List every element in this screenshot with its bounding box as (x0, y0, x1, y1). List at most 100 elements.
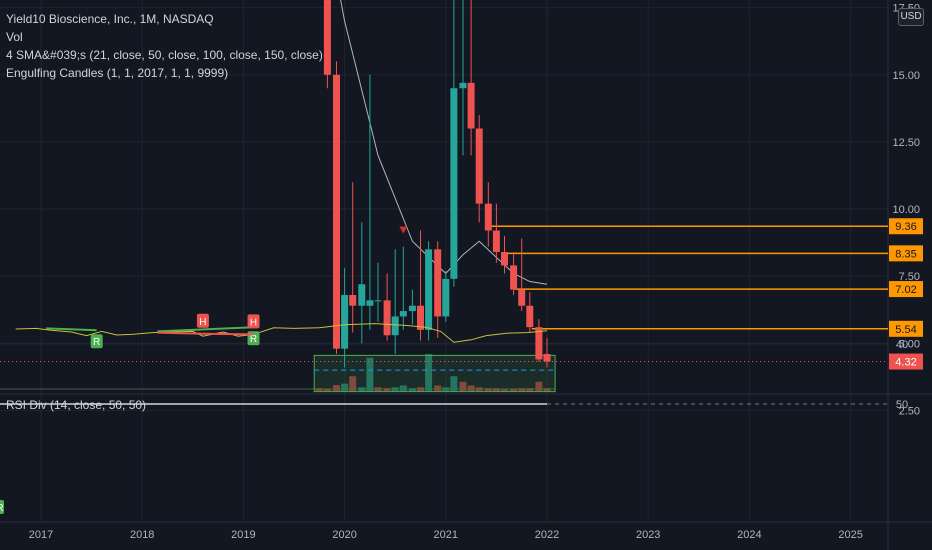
volume-bar (526, 388, 534, 391)
candle (459, 0, 467, 156)
candle (500, 235, 508, 274)
volume-bar (323, 388, 331, 391)
candle (535, 319, 543, 363)
candle-body (510, 265, 518, 290)
candle-body (374, 300, 382, 302)
time-axis-label: 2024 (737, 529, 761, 541)
candle-body (349, 294, 357, 306)
rsi-bear-divergence (157, 331, 203, 335)
legend-engulfing: Engulfing Candles (1, 1, 2017, 1, 1, 999… (6, 66, 229, 80)
price-axis-label: 2.50 (899, 405, 920, 417)
volume-bar (315, 388, 323, 391)
divergence-badge-bg (90, 334, 103, 349)
edge-badge-bg (0, 500, 4, 514)
candle (467, 0, 475, 156)
candle-body (475, 128, 483, 204)
candle (425, 241, 433, 341)
price-axis-label: 12.50 (892, 137, 920, 149)
candle-body (358, 284, 366, 306)
candle-body (500, 252, 508, 266)
currency-button[interactable]: USD (898, 8, 924, 26)
price-axis-label: 10.00 (892, 204, 920, 216)
level-label-bg (889, 281, 923, 298)
divergence-badge-label: R (250, 334, 257, 345)
candle (341, 268, 349, 368)
rsi-axis-label: 50 (896, 399, 908, 411)
candle-body (467, 82, 475, 129)
volume-bar (467, 385, 475, 391)
rsi-legend: RSI Div (14, close, 50, 50) (6, 398, 147, 412)
candle (434, 241, 442, 338)
candle-body (341, 294, 349, 349)
volume-bar (391, 387, 399, 391)
volume-bar (425, 354, 433, 391)
candle-body (484, 203, 492, 231)
time-axis-label: 2022 (535, 529, 559, 541)
last-price-label: 4.32 (895, 357, 916, 369)
candle-body (492, 230, 500, 253)
time-axis-label: 2023 (636, 529, 660, 541)
last-price-label-bg (889, 353, 923, 370)
chart-legend: Yield10 Bioscience, Inc., 1M, NASDAQ Vol… (6, 10, 323, 82)
time-axis-label: 2020 (332, 529, 356, 541)
candle (543, 337, 551, 368)
candle (358, 222, 366, 344)
volume-bar (484, 388, 492, 391)
volume-bar (383, 388, 391, 391)
legend-title: Yield10 Bioscience, Inc., 1M, NASDAQ (6, 12, 214, 26)
divergence-badge-label: H (250, 317, 257, 328)
candle-body (526, 305, 534, 328)
divergence-badge-label: H (199, 317, 206, 328)
price-axis-label: 15.00 (892, 70, 920, 82)
candle (374, 262, 382, 322)
rsi-bull-divergence (46, 327, 97, 332)
candle (484, 182, 492, 247)
level-label-bg (889, 320, 923, 337)
candle-body (391, 316, 399, 336)
legend-sma: 4 SMA&#039;s (21, close, 50, close, 100,… (6, 48, 323, 62)
candle-body (417, 305, 424, 330)
rsi-axis-label: 40 (896, 339, 908, 351)
time-axis-label: 2019 (231, 529, 255, 541)
time-axis-label: 2017 (29, 529, 53, 541)
divergence-badge-label: R (93, 337, 100, 348)
volume-bar (341, 383, 349, 391)
volume-bar (535, 381, 543, 391)
level-label: 7.02 (895, 284, 916, 296)
time-axis-label: 2025 (838, 529, 862, 541)
level-label: 9.36 (895, 221, 916, 233)
volume-bar (349, 376, 357, 391)
rsi-bear-divergence (202, 332, 254, 336)
volume-bar (459, 381, 467, 391)
candle-body (333, 74, 341, 349)
candle (349, 182, 357, 333)
candle (323, 0, 331, 89)
volume-bar (366, 357, 374, 391)
candle-body (434, 249, 442, 317)
candle (383, 273, 391, 341)
volume-bar (543, 388, 551, 391)
level-label: 5.54 (895, 324, 916, 336)
volume-bar (399, 385, 407, 391)
candle-body (442, 278, 450, 317)
time-axis-label: 2018 (130, 529, 154, 541)
candle-body (425, 249, 433, 330)
candle (510, 252, 518, 295)
candle-body (543, 354, 551, 362)
candle (399, 246, 407, 330)
volume-bar (374, 387, 382, 391)
volume-bar (510, 388, 518, 391)
rsi-bull-divergence (157, 326, 254, 333)
volume-bar (333, 385, 341, 391)
price-axis-label: 5.00 (899, 338, 920, 350)
candle (391, 249, 399, 355)
legend-vol: Vol (6, 30, 23, 44)
candle (492, 203, 500, 263)
candle-body (535, 327, 543, 360)
volume-bar (417, 387, 424, 391)
candle-body (459, 82, 467, 89)
candle (518, 238, 526, 312)
candle (366, 74, 374, 330)
candle-body (399, 311, 407, 317)
